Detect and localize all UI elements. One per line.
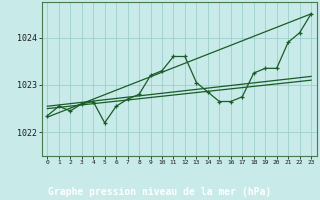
Text: Graphe pression niveau de la mer (hPa): Graphe pression niveau de la mer (hPa): [48, 187, 272, 197]
